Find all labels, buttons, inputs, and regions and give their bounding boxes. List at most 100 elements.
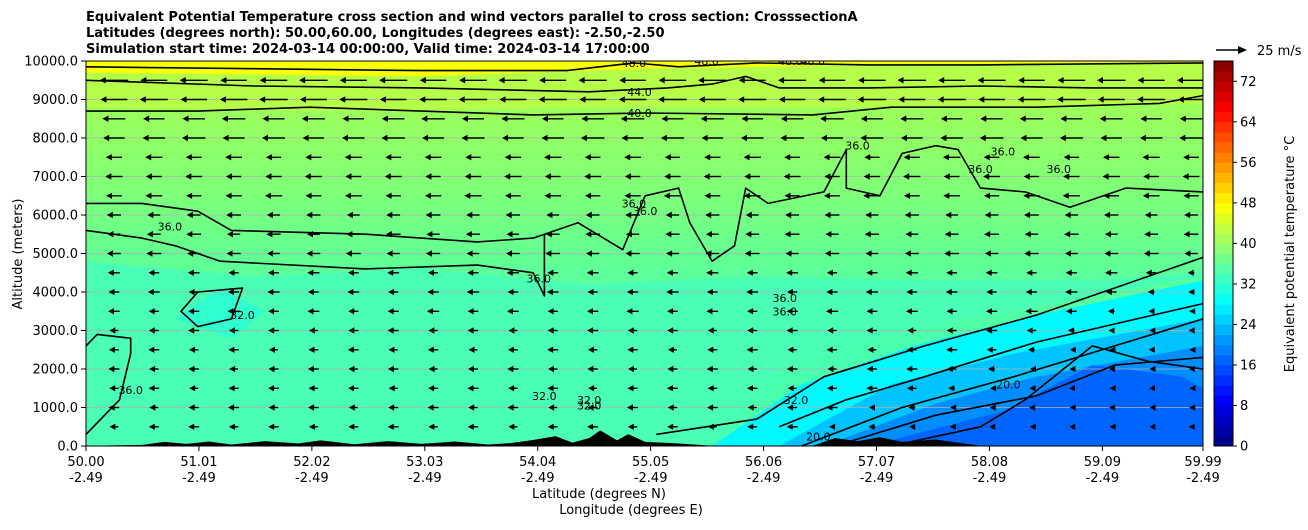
contour-label-8: 36.0: [622, 197, 647, 210]
wind-vector: [747, 404, 757, 411]
contour-label-4: 44.0: [627, 86, 652, 99]
y-tick-label-2: 2000.0: [33, 363, 79, 378]
contour-label-19: 32.0: [577, 394, 602, 407]
wind-vector: [906, 346, 917, 353]
wind-vector: [307, 308, 320, 315]
contour-label-9: 36.0: [633, 205, 658, 218]
wind-vector: [1183, 154, 1199, 161]
wind-vector: [265, 173, 282, 180]
wind-vector: [1024, 250, 1039, 257]
wind-vector: [268, 404, 279, 411]
wind-vector: [660, 134, 684, 142]
wind-vector: [945, 288, 958, 296]
wind-vector: [143, 115, 165, 122]
wind-vector: [1147, 288, 1155, 296]
wind-vector: [465, 231, 481, 238]
field-band-47: [86, 61, 1203, 77]
wind-vector: [507, 346, 518, 353]
y-tick-label-9: 9000.0: [33, 93, 79, 108]
wind-vector: [464, 173, 482, 180]
wind-vector: [787, 385, 797, 392]
wind-vector: [937, 96, 966, 103]
wind-vector: [467, 327, 479, 334]
wind-vector: [741, 134, 764, 142]
contour-label-14: 36.0: [773, 292, 798, 305]
wind-vector: [745, 231, 760, 238]
wind-vector: [538, 96, 567, 103]
wind-vector: [348, 327, 359, 334]
wind-vector: [1065, 288, 1078, 296]
wind-vector: [907, 327, 917, 334]
wind-vector: [507, 365, 519, 373]
wind-vector: [109, 385, 119, 392]
colorbar-segment: [1214, 375, 1233, 386]
wind-vector: [907, 385, 917, 392]
colorbar-segment: [1214, 172, 1233, 183]
y-tick-label-8: 8000.0: [33, 132, 79, 147]
wind-vector: [1142, 192, 1160, 199]
wind-vector: [746, 288, 759, 296]
wind-vector: [1143, 173, 1159, 180]
colorbar-segment: [1214, 253, 1233, 265]
wind-vector: [188, 404, 199, 411]
wind-vector: [948, 385, 955, 392]
wind-vector: [826, 346, 838, 353]
wind-vector: [704, 192, 721, 199]
x-tick-label-lon-8: -2.49: [973, 471, 1007, 486]
wind-vector: [426, 308, 440, 315]
contour-20: [890, 345, 1203, 446]
wind-vector: [1108, 327, 1115, 334]
wind-vector: [940, 115, 963, 122]
chart-title-line-3: Simulation start time: 2024-03-14 00:00:…: [86, 42, 650, 57]
wind-vector: [149, 404, 159, 411]
wind-vector: [818, 96, 846, 103]
contour-label-10: 36.0: [845, 140, 870, 153]
wind-vector: [747, 385, 758, 392]
wind-vector: [506, 250, 520, 257]
wind-vector: [308, 346, 319, 353]
wind-vector: [188, 423, 200, 430]
wind-vector: [427, 269, 439, 276]
wind-vector: [145, 192, 163, 199]
wind-vector: [857, 96, 887, 103]
wind-vector: [1062, 192, 1080, 199]
wind-vector: [228, 423, 239, 430]
wind-vector: [865, 211, 879, 219]
wind-vector: [507, 404, 519, 411]
wind-vector: [983, 173, 1000, 180]
wind-vector: [986, 327, 998, 334]
colorbar-segment: [1214, 223, 1233, 234]
wind-vector: [706, 308, 719, 315]
wind-vector: [707, 404, 718, 411]
wind-vector: [747, 365, 757, 373]
wind-vector: [706, 365, 718, 373]
wind-vector: [1069, 423, 1076, 430]
wind-vector: [1109, 404, 1116, 411]
wind-vector: [180, 96, 207, 103]
wind-vector: [267, 288, 280, 296]
wind-vector: [1188, 423, 1195, 430]
wind-vector: [547, 346, 559, 353]
wind-vector: [784, 231, 800, 238]
wind-vector: [388, 385, 398, 392]
wind-vector: [620, 115, 645, 122]
wind-vector: [747, 423, 758, 430]
colorbar-segment: [1214, 202, 1233, 214]
wind-vector: [1097, 77, 1126, 84]
wind-vector: [784, 192, 800, 199]
wind-vector: [905, 231, 919, 238]
field-band-34: [86, 261, 1203, 446]
wind-vector: [943, 192, 960, 199]
wind-vector: [468, 346, 478, 353]
wind-vector: [348, 423, 359, 430]
wind-vector: [148, 385, 160, 392]
wind-vector: [700, 115, 724, 122]
wind-vector: [547, 385, 558, 392]
wind-vector: [985, 308, 998, 315]
wind-vector: [1188, 365, 1195, 373]
wind-vector: [627, 269, 638, 276]
wind-vector: [746, 269, 758, 276]
wind-vector: [425, 211, 441, 219]
wind-vector: [747, 327, 758, 334]
